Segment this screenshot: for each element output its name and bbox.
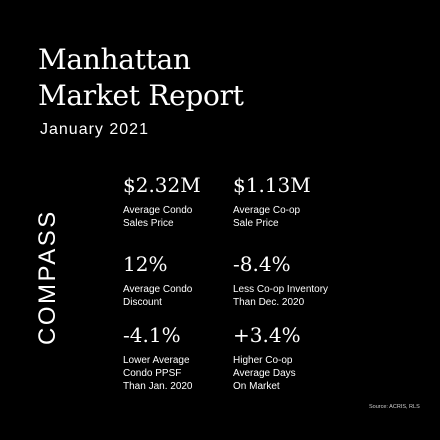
stat-value: -4.1% (123, 323, 181, 347)
stat-value: $1.13M (233, 173, 311, 197)
source-note: Source: ACRIS, RLS (369, 404, 420, 410)
stat-avg-coop-sale-price: $1.13M Average Co-op Sale Price (233, 173, 363, 230)
title-line-1: Manhattan (38, 43, 191, 76)
stat-coop-days-on-market-change: +3.4% Higher Co-op Average Days On Marke… (233, 323, 363, 393)
compass-logo: COMPASS (34, 209, 61, 345)
stat-label: Higher Co-op Average Days On Market (233, 355, 296, 392)
stat-value: 12% (123, 252, 168, 276)
stat-avg-condo-discount: 12% Average Condo Discount (123, 252, 253, 309)
stat-avg-condo-sales-price: $2.32M Average Condo Sales Price (123, 173, 253, 230)
stat-value: -8.4% (233, 252, 291, 276)
stat-condo-ppsf-change: -4.1% Lower Average Condo PPSF Than Jan.… (123, 323, 253, 393)
report-date: January 2021 (40, 121, 149, 138)
stat-value: $2.32M (123, 173, 201, 197)
title-line-2: Market Report (38, 79, 244, 112)
stat-coop-inventory-change: -8.4% Less Co-op Inventory Than Dec. 202… (233, 252, 363, 309)
stat-value: +3.4% (233, 323, 301, 347)
stat-label: Lower Average Condo PPSF Than Jan. 2020 (123, 355, 193, 392)
stat-label: Average Condo Discount (123, 284, 193, 308)
stat-label: Less Co-op Inventory Than Dec. 2020 (233, 284, 329, 308)
stat-label: Average Co-op Sale Price (233, 205, 301, 229)
stat-label: Average Condo Sales Price (123, 205, 193, 229)
report-title: Manhattan Market Report (38, 42, 244, 114)
